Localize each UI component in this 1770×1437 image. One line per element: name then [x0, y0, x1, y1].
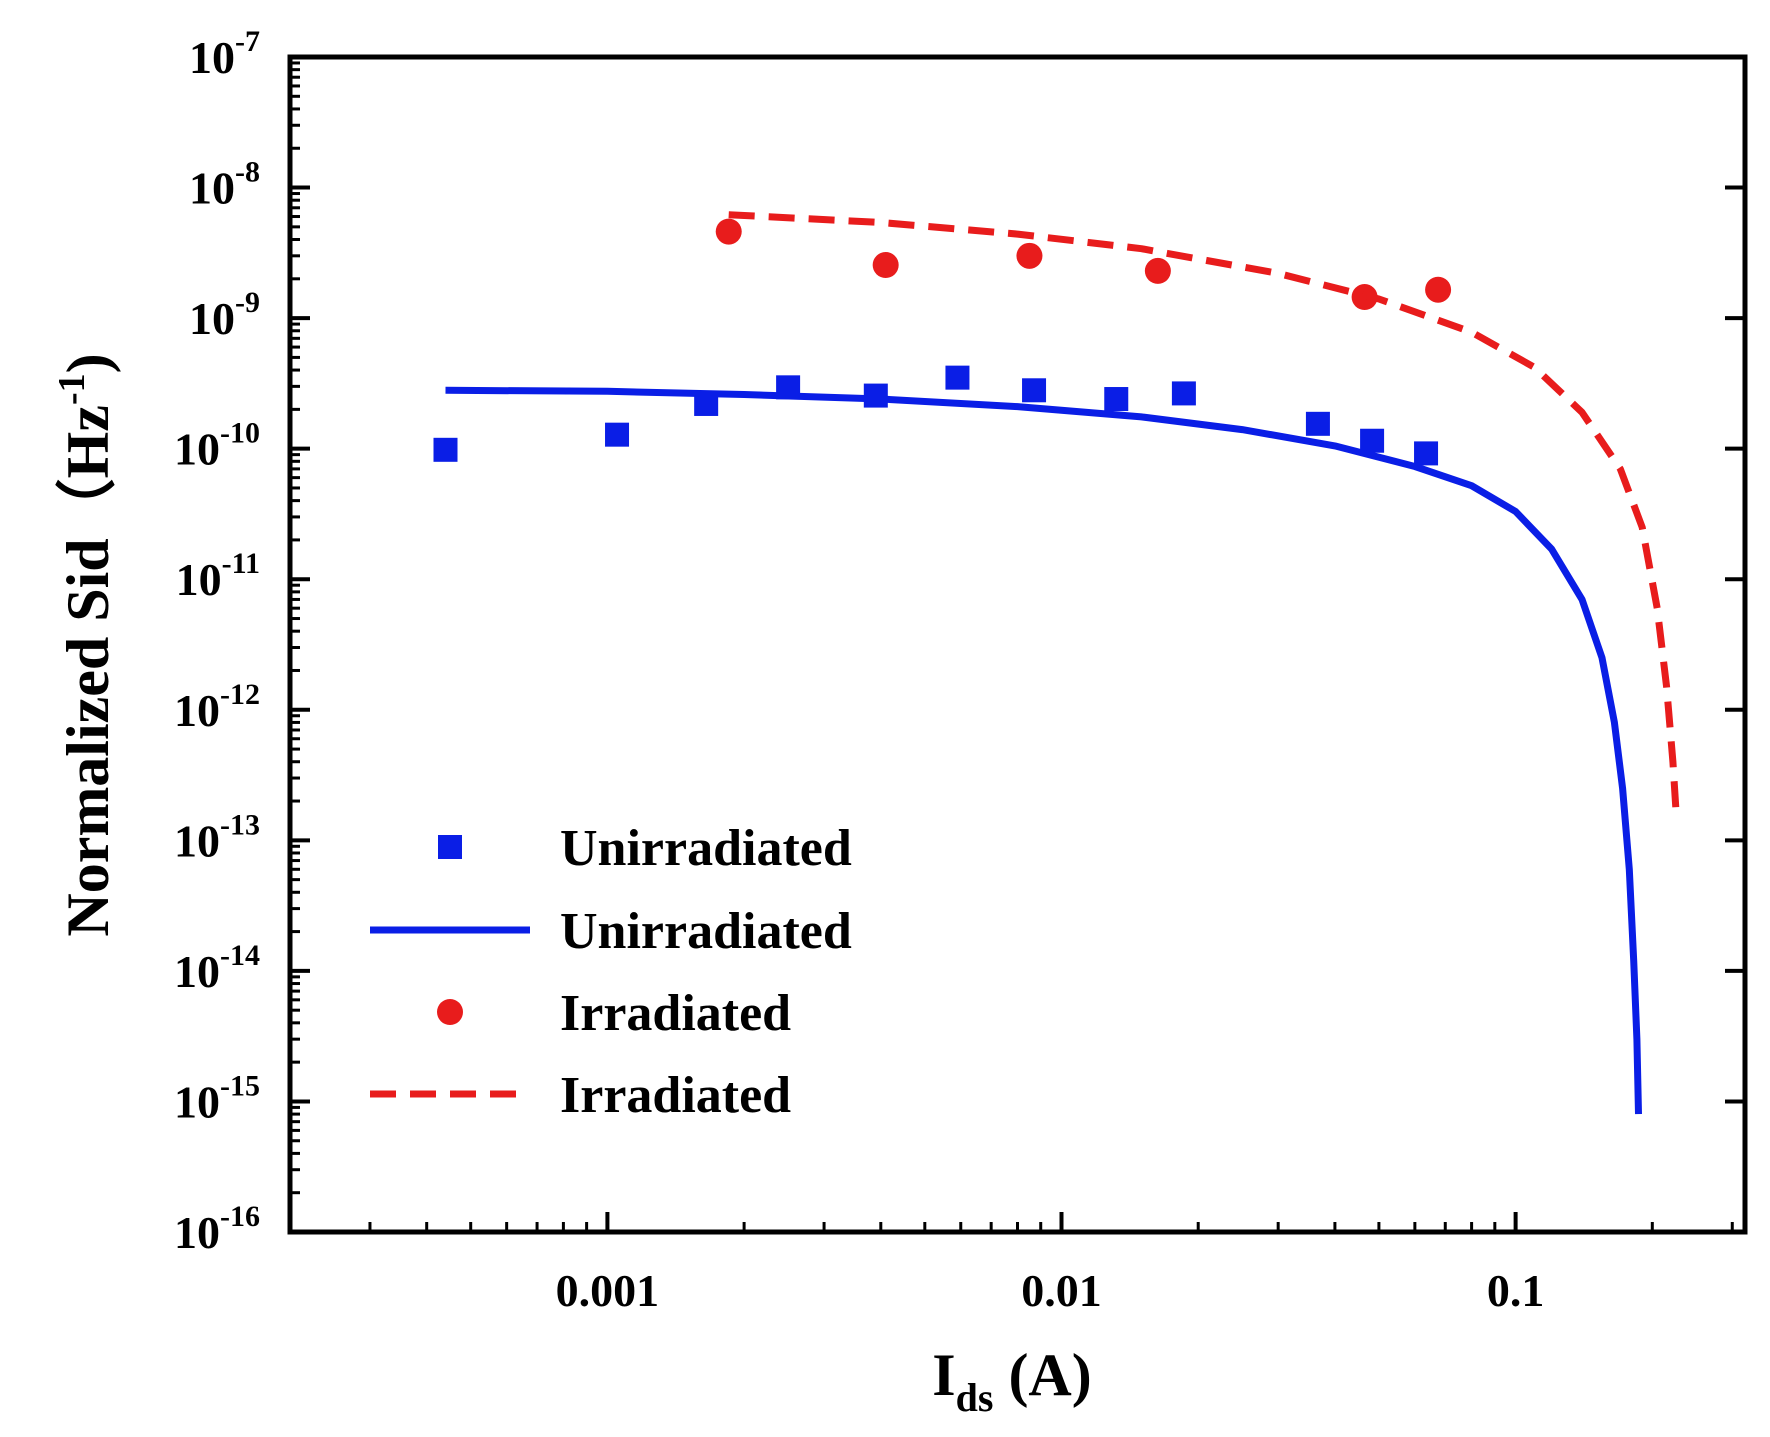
data-point-circle	[1425, 276, 1452, 303]
y-tick-label-base: 10	[174, 424, 220, 475]
y-axis-title: Normalized Sid（Hz-1)	[51, 353, 121, 936]
x-tick-label: 0.1	[1487, 1265, 1545, 1316]
legend-symbol-circle	[437, 999, 463, 1025]
data-point-circle	[715, 218, 742, 245]
y-tick-label-base: 10	[176, 554, 222, 605]
y-tick-label: 10-16	[174, 1200, 260, 1258]
y-tick-label-base: 10	[174, 1076, 220, 1127]
data-point-square	[1360, 428, 1385, 453]
y-tick-label: 10-7	[189, 25, 260, 83]
x-axis-title-base: I	[932, 1342, 955, 1408]
y-axis-title-unit-close: )	[55, 353, 121, 373]
y-tick-label: 10-12	[174, 678, 260, 736]
legend: Unirradiated Unirradiated Irradiated Irradi…	[370, 820, 852, 1124]
data-point-square	[1171, 381, 1196, 406]
y-tick-label: 10-10	[174, 417, 260, 475]
x-tick-label: 0.01	[1021, 1265, 1102, 1316]
y-tick-label: 10-9	[189, 286, 260, 344]
y-tick-label-base: 10	[189, 293, 235, 344]
legend-label: Unirradiated	[560, 820, 852, 877]
y-axis-title-unit-open: （Hz	[54, 405, 121, 538]
y-tick-label: 10-13	[174, 808, 260, 866]
data-point-square	[1104, 387, 1129, 412]
x-axis-title-sub: ds	[956, 1375, 994, 1420]
data-point-square	[605, 422, 630, 447]
y-axis-title-unit-sup: -1	[51, 373, 93, 405]
y-tick-label-base: 10	[174, 815, 220, 866]
y-tick-label: 10-14	[174, 939, 260, 997]
y-axis-title-main: Normalized Sid	[55, 538, 121, 936]
y-tick-label-exponent: -7	[235, 25, 260, 58]
y-tick-label-exponent: -8	[235, 156, 260, 189]
y-tick-label-exponent: -16	[220, 1200, 260, 1233]
data-point-square	[433, 437, 458, 462]
x-axis-title: Ids (A)	[932, 1342, 1091, 1420]
x-tick-labels: 0.001 0.01 0.1	[556, 1265, 1545, 1316]
y-tick-label-base: 10	[174, 1207, 220, 1258]
data-point-circle	[872, 252, 899, 279]
y-tick-label-exponent: -14	[220, 939, 260, 972]
y-tick-label-exponent: -11	[222, 547, 260, 580]
y-tick-label: 10-11	[176, 547, 260, 605]
y-tick-label-base: 10	[189, 163, 235, 214]
x-tick-label: 0.001	[556, 1265, 660, 1316]
y-tick-label-exponent: -13	[220, 808, 260, 841]
y-tick-label-base: 10	[174, 685, 220, 736]
y-tick-label: 10-15	[174, 1069, 260, 1127]
data-point-square	[1414, 441, 1439, 466]
y-tick-label-exponent: -9	[235, 286, 260, 319]
series-line-unirradiated-1	[445, 386, 1642, 1115]
data-point-square	[945, 365, 970, 390]
y-tick-label-base: 10	[189, 32, 235, 83]
data-point-square	[1305, 411, 1330, 436]
y-tick-label-exponent: -12	[220, 678, 260, 711]
y-tick-label-exponent: -15	[220, 1069, 260, 1102]
data-point-square	[1022, 378, 1047, 403]
data-point-circle	[1016, 242, 1043, 269]
y-tick-label-base: 10	[174, 946, 220, 997]
legend-label: Unirradiated	[560, 903, 852, 960]
tick-layer	[288, 55, 1745, 1234]
x-axis-title-unit: (A)	[993, 1342, 1091, 1408]
legend-symbol-square	[438, 835, 462, 859]
series-layer	[433, 211, 1680, 1115]
legend-label: Irradiated	[560, 985, 791, 1042]
y-tick-label-exponent: -10	[220, 417, 260, 450]
y-tick-label: 10-8	[189, 156, 260, 214]
series-line-irradiated-3	[728, 211, 1680, 818]
legend-label: Irradiated	[560, 1067, 791, 1124]
y-tick-labels: 10-710-810-910-1010-1110-1210-1310-1410-…	[174, 25, 260, 1258]
data-point-circle	[1144, 257, 1171, 284]
